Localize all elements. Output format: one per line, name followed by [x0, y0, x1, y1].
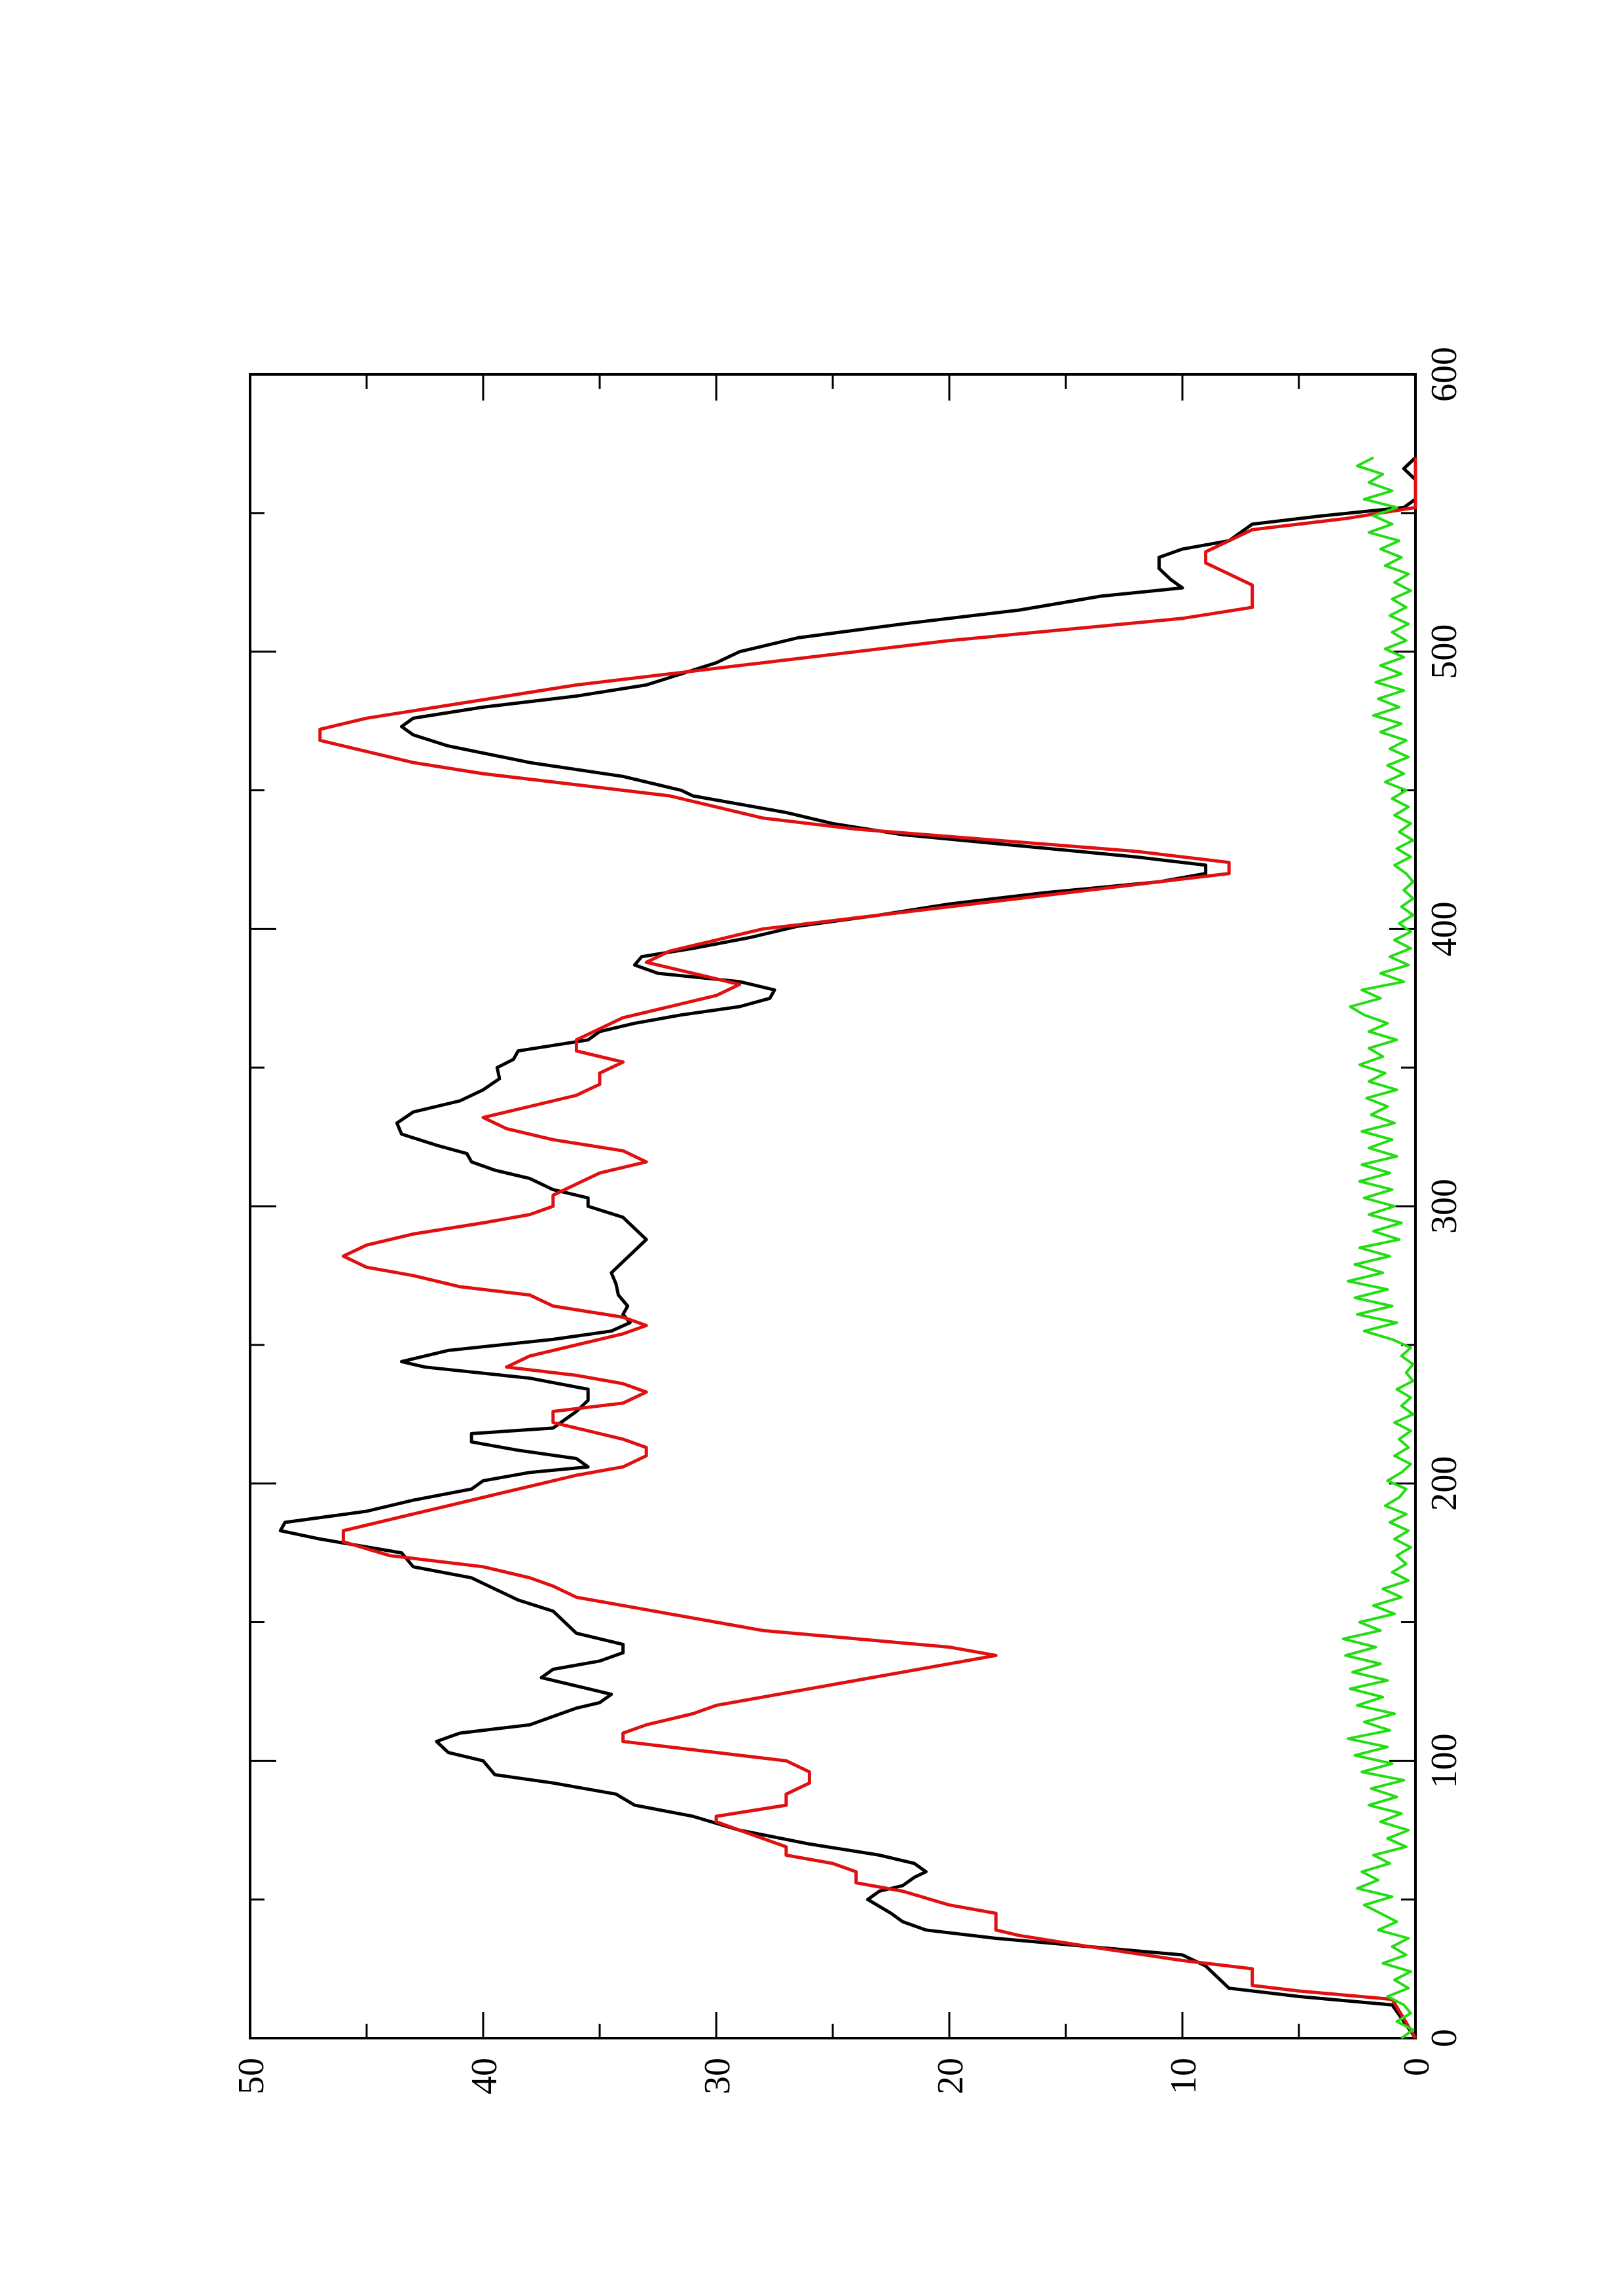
y-tick-label: 0 — [1396, 2058, 1437, 2076]
x-tick-label: 0 — [1424, 2029, 1465, 2047]
series-line-3 — [1341, 456, 1415, 2039]
series-line-2 — [318, 457, 1417, 2039]
series-group — [278, 456, 1417, 2039]
y-tick-label: 50 — [231, 2058, 272, 2094]
y-tick-label: 20 — [930, 2058, 971, 2094]
series-line-1 — [278, 456, 1417, 2039]
y-axis-labels: 0 10 20 30 40 50 — [231, 2058, 1437, 2094]
y-tick-label: 40 — [464, 2058, 505, 2094]
x-axis-labels: 0 100 200 300 400 500 600 — [1424, 347, 1465, 2047]
x-tick-label: 600 — [1424, 347, 1465, 402]
y-tick-label: 10 — [1163, 2058, 1204, 2094]
x-tick-label: 400 — [1424, 901, 1465, 956]
y-tick-label: 30 — [697, 2058, 738, 2094]
x-tick-label: 300 — [1424, 1179, 1465, 1234]
x-tick-label: 100 — [1424, 1733, 1465, 1788]
x-tick-label: 200 — [1424, 1456, 1465, 1511]
x-tick-label: 500 — [1424, 624, 1465, 679]
plot-frame — [249, 373, 1417, 2039]
axis-ticks — [249, 373, 1417, 2039]
